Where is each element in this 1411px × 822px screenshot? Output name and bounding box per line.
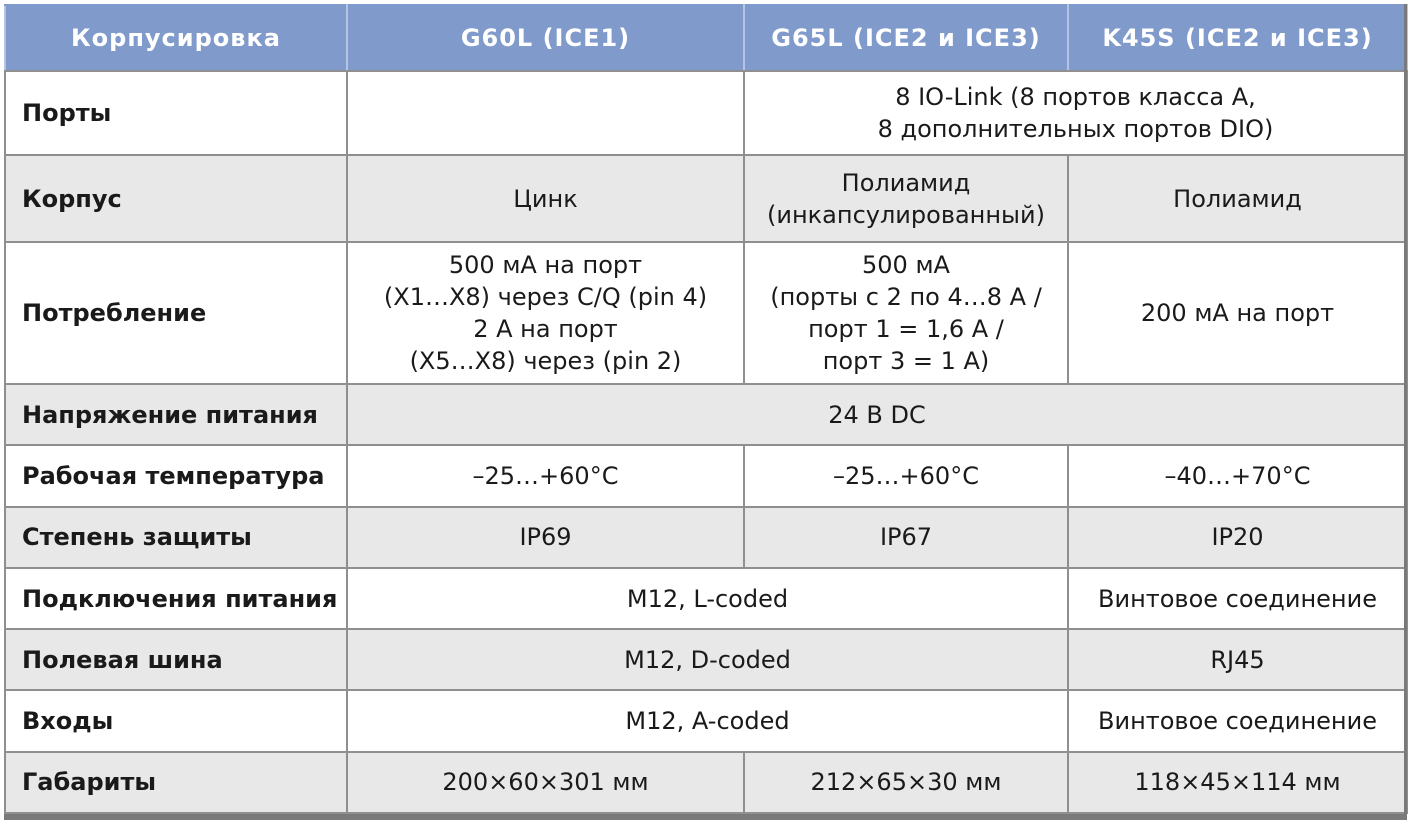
row-fieldbus: Полевая шина M12, D-coded RJ45 — [4, 628, 1408, 692]
row-temperature: Рабочая температура –25…+60°C –25…+60°C … — [4, 444, 1408, 508]
cell-dimensions-g65l: 212×65×30 мм — [743, 750, 1069, 815]
table-right-rule — [1404, 4, 1407, 820]
spec-table: Корпусировка G60L (ICE1) G65L (ICE2 и IC… — [4, 4, 1408, 815]
cell-protection-g65l: IP67 — [743, 505, 1069, 569]
row-dimensions: Габариты 200×60×301 мм 212×65×30 мм 118×… — [4, 750, 1408, 815]
table-bottom-rule — [4, 814, 1406, 820]
cell-line: 8 дополнительных портов DIO) — [877, 115, 1274, 144]
header-g60l: G60L (ICE1) — [346, 4, 745, 72]
row-protection: Степень защиты IP69 IP67 IP20 — [4, 505, 1408, 569]
cell-housing-k45s: Полиамид — [1067, 154, 1408, 243]
cell-line: порт 1 = 1,6 А / — [808, 314, 1004, 343]
header-packaging: Корпусировка — [4, 4, 348, 72]
cell-power-connection-k45s: Винтовое соединение — [1067, 566, 1408, 631]
cell-fieldbus-g60l-g65l: M12, D-coded — [346, 628, 1069, 692]
cell-ports-g60l — [346, 69, 745, 157]
row-label-ports: Порты — [4, 69, 348, 157]
cell-line: (X5…X8) через (pin 2) — [409, 346, 682, 375]
row-consumption: Потребление 500 мА на порт (X1…X8) через… — [4, 240, 1408, 386]
cell-temperature-g60l: –25…+60°C — [346, 444, 745, 508]
cell-dimensions-g60l: 200×60×301 мм — [346, 750, 745, 815]
cell-housing-g60l: Цинк — [346, 154, 745, 243]
cell-dimensions-k45s: 118×45×114 мм — [1067, 750, 1408, 815]
row-label-voltage: Напряжение питания — [4, 383, 348, 447]
cell-temperature-g65l: –25…+60°C — [743, 444, 1069, 508]
cell-line: (X1…X8) через C/Q (pin 4) — [383, 282, 708, 311]
cell-ports-g65l-k45s: 8 IO-Link (8 портов класса A, 8 дополнит… — [743, 69, 1408, 157]
cell-protection-k45s: IP20 — [1067, 505, 1408, 569]
row-label-protection: Степень защиты — [4, 505, 348, 569]
cell-line: порт 3 = 1 А) — [822, 346, 990, 375]
header-k45s: K45S (ICE2 и ICE3) — [1067, 4, 1408, 72]
row-power-connection: Подключения питания M12, L-coded Винтово… — [4, 566, 1408, 631]
row-voltage: Напряжение питания 24 В DC — [4, 383, 1408, 447]
cell-consumption-g65l: 500 мА (порты с 2 по 4…8 А / порт 1 = 1,… — [743, 240, 1069, 386]
row-label-dimensions: Габариты — [4, 750, 348, 815]
header-g65l: G65L (ICE2 и ICE3) — [743, 4, 1069, 72]
cell-line: 8 IO-Link (8 портов класса A, — [895, 83, 1256, 112]
row-ports: Порты 8 IO-Link (8 портов класса A, 8 до… — [4, 69, 1408, 157]
row-label-inputs: Входы — [4, 689, 348, 753]
cell-housing-g65l: Полиамид (инкапсулированный) — [743, 154, 1069, 243]
cell-voltage-all: 24 В DC — [346, 383, 1408, 447]
row-housing: Корпус Цинк Полиамид (инкапсулированный)… — [4, 154, 1408, 243]
cell-inputs-k45s: Винтовое соединение — [1067, 689, 1408, 753]
cell-consumption-k45s: 200 мА на порт — [1067, 240, 1408, 386]
cell-line: 500 мА на порт — [448, 250, 643, 279]
cell-line: Полиамид — [841, 168, 971, 197]
cell-temperature-k45s: –40…+70°C — [1067, 444, 1408, 508]
row-label-consumption: Потребление — [4, 240, 348, 386]
cell-power-connection-g60l-g65l: M12, L-coded — [346, 566, 1069, 631]
row-label-power-connection: Подключения питания — [4, 566, 348, 631]
cell-line: 2 А на порт — [473, 314, 618, 343]
header-row: Корпусировка G60L (ICE1) G65L (ICE2 и IC… — [4, 4, 1408, 72]
row-inputs: Входы M12, A-coded Винтовое соединение — [4, 689, 1408, 753]
row-label-temperature: Рабочая температура — [4, 444, 348, 508]
row-label-fieldbus: Полевая шина — [4, 628, 348, 692]
cell-consumption-g60l: 500 мА на порт (X1…X8) через C/Q (pin 4)… — [346, 240, 745, 386]
cell-inputs-g60l-g65l: M12, A-coded — [346, 689, 1069, 753]
cell-line: (порты с 2 по 4…8 А / — [770, 282, 1042, 311]
cell-protection-g60l: IP69 — [346, 505, 745, 569]
cell-line: (инкапсулированный) — [767, 200, 1045, 229]
row-label-housing: Корпус — [4, 154, 348, 243]
cell-fieldbus-k45s: RJ45 — [1067, 628, 1408, 692]
cell-line: 500 мА — [862, 250, 950, 279]
